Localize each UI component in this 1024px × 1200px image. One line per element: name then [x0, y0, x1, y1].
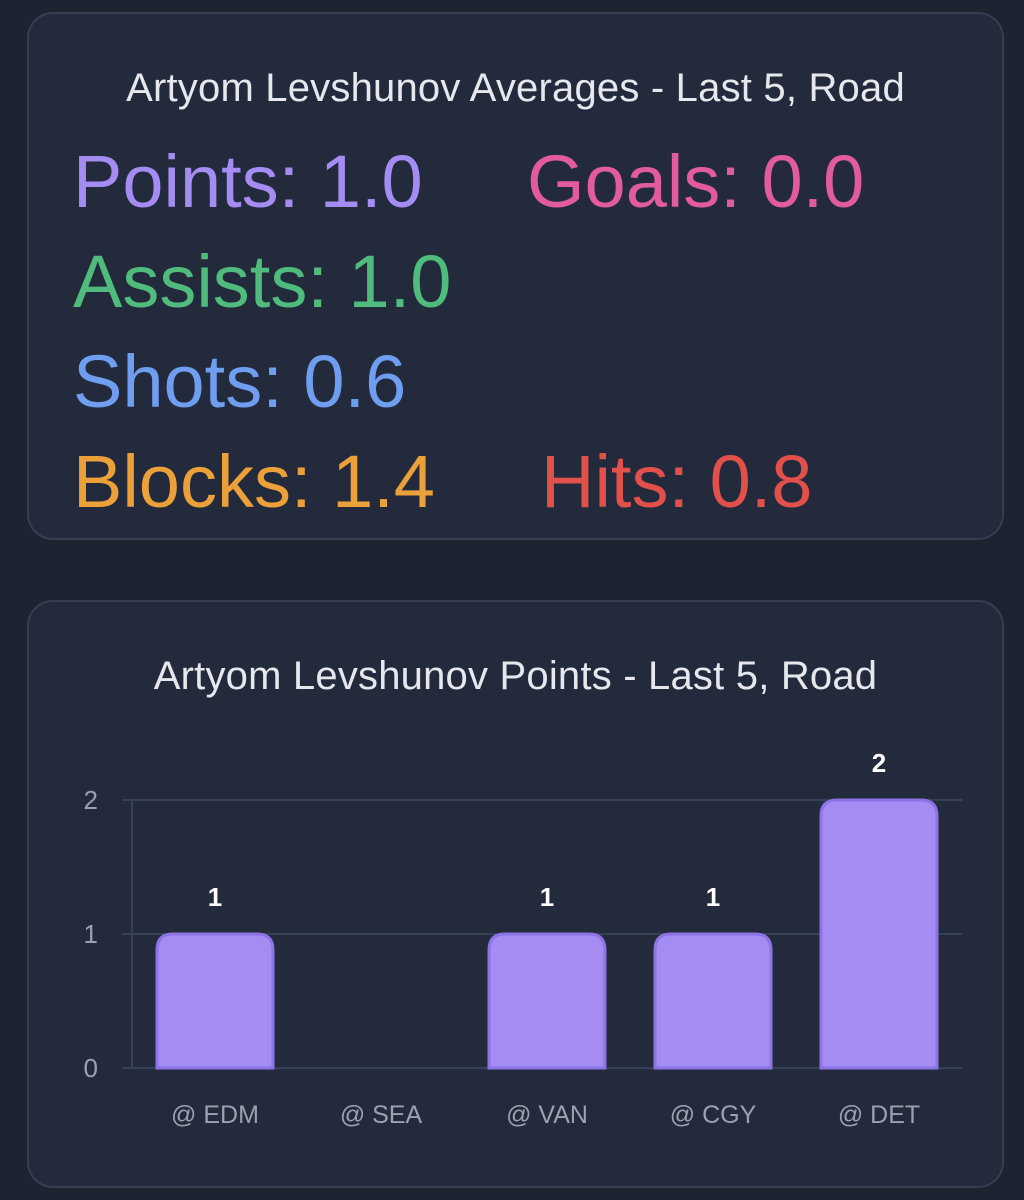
- points-label: Points:: [73, 140, 300, 223]
- bar: [819, 798, 939, 1070]
- bar: [155, 932, 275, 1070]
- bar: [487, 932, 607, 1070]
- assists-value: 1.0: [348, 240, 452, 323]
- averages-title: Artyom Levshunov Averages - Last 5, Road: [126, 66, 905, 110]
- assists-stat: Assists: 1.0: [73, 245, 451, 319]
- x-category-label: @ DET: [838, 1101, 920, 1129]
- y-tick-label: 2: [84, 785, 98, 815]
- goals-value: 0.0: [761, 140, 865, 223]
- x-category-label: @ VAN: [506, 1101, 588, 1129]
- shots-value: 0.6: [303, 340, 407, 423]
- blocks-value: 1.4: [332, 440, 435, 523]
- blocks-stat: Blocks: 1.4: [73, 445, 435, 519]
- points-value: 1.0: [319, 140, 423, 223]
- points-bar-chart: 0 1 2 1 @ EDM @ SEA 1 @ VAN 1 @ CGY 2 @ DET: [84, 748, 962, 1129]
- averages-card: Artyom Levshunov Averages - Last 5, Road…: [27, 12, 1004, 540]
- x-category-label: @ SEA: [340, 1101, 423, 1129]
- chart-title: Artyom Levshunov Points - Last 5, Road: [153, 654, 878, 698]
- y-tick-label: 0: [84, 1053, 98, 1083]
- assists-label: Assists:: [73, 240, 328, 323]
- hits-value: 0.8: [709, 440, 813, 523]
- blocks-label: Blocks:: [73, 440, 312, 523]
- x-category-label: @ CGY: [670, 1101, 757, 1129]
- shots-stat: Shots: 0.6: [73, 345, 406, 419]
- x-category-label: @ EDM: [171, 1101, 259, 1129]
- shots-label: Shots:: [73, 340, 283, 423]
- goals-label: Goals:: [527, 140, 741, 223]
- bar: [653, 932, 773, 1070]
- points-chart-card: Artyom Levshunov Points - Last 5, Road 0…: [27, 600, 1004, 1188]
- data-label: 1: [208, 882, 222, 912]
- hits-stat: Hits: 0.8: [541, 445, 812, 519]
- data-label: 1: [706, 882, 720, 912]
- data-label: 1: [540, 882, 554, 912]
- hits-label: Hits:: [541, 440, 689, 523]
- goals-stat: Goals: 0.0: [527, 145, 864, 219]
- data-label: 2: [872, 748, 886, 778]
- y-tick-label: 1: [84, 919, 98, 949]
- points-stat: Points: 1.0: [73, 145, 423, 219]
